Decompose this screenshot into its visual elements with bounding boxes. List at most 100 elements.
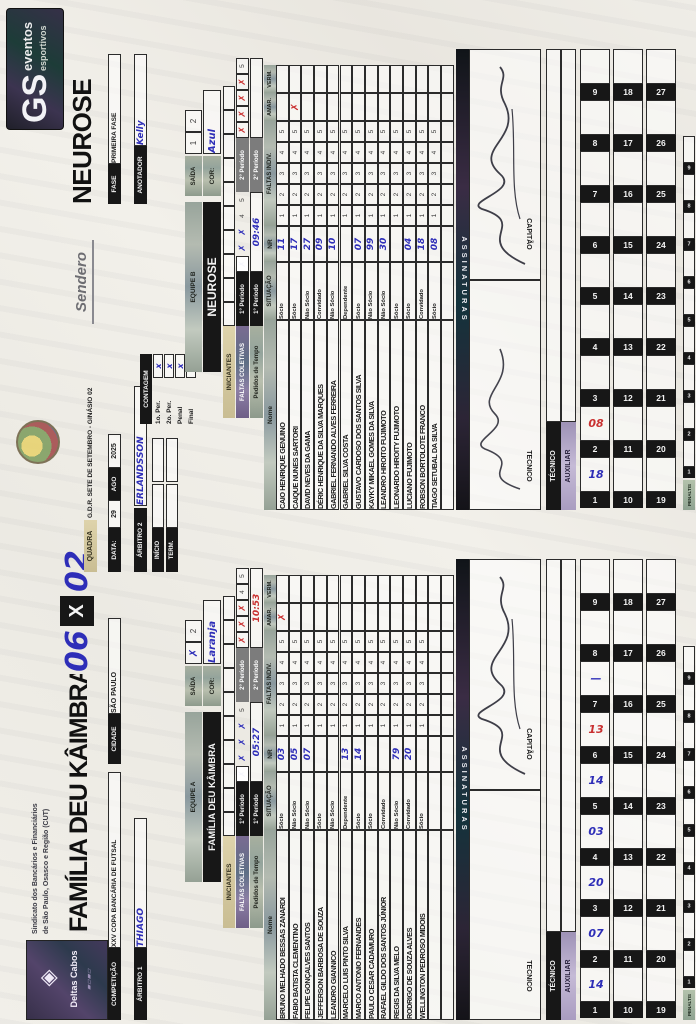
- goal-write-cell: [613, 304, 643, 339]
- iniciantes-cell-team-b: [223, 182, 235, 206]
- penaltis-label-team-b: PENALTIS: [683, 480, 695, 510]
- assinaturas-bar-team-b: ASSINATURAS: [456, 49, 469, 510]
- player-falta-cell: 1: [326, 715, 340, 736]
- goal-write-cell: [646, 49, 676, 84]
- player-situacao: Sócio: [403, 262, 416, 320]
- player-falta-cell: 4: [339, 652, 353, 673]
- player-verm-cell: [276, 575, 289, 603]
- iniciantes-cell-team-a: [223, 740, 235, 764]
- goal-write-cell: [580, 253, 610, 288]
- player-falta-cell: 3: [314, 163, 327, 184]
- iniciantes-cell-team-b: [223, 254, 235, 278]
- player-row: LEANDRO GIANNICO Não Sócio 1 2 3 4 5: [326, 575, 340, 1020]
- goal-number: 25: [656, 189, 666, 199]
- capitao-signature: [477, 66, 526, 265]
- player-falta-cell: 2: [339, 184, 353, 205]
- player-falta-cell: 1: [352, 205, 365, 226]
- player-nr: 09: [314, 226, 327, 262]
- player-nome: GUSTAVO CARDOSO DOS SANTOS SILVA: [352, 320, 365, 510]
- player-nr: [339, 226, 353, 262]
- goal-write-cell: 03: [580, 814, 610, 849]
- player-amar-cell: [326, 603, 340, 631]
- player-nr: 03: [276, 736, 289, 772]
- goal-number: 19: [656, 495, 666, 505]
- player-falta-cell: 1: [377, 205, 391, 226]
- player-nr: 13: [339, 736, 353, 772]
- situacao-header-team-a: SITUAÇÃO: [264, 772, 276, 830]
- home-team-title: FAMÍLIA DEU KÂIMBRA: [64, 674, 93, 932]
- player-falta-cell: 4: [390, 652, 403, 673]
- goal-value: 14: [588, 773, 604, 787]
- goal-write-cell: [613, 559, 643, 594]
- goal-value: 08: [588, 416, 604, 430]
- goal-number: 9: [592, 597, 598, 607]
- player-falta-cell: 3: [326, 673, 340, 694]
- player-nome: GABRIEL FERNANDO ALVES FERREIRA: [326, 320, 340, 510]
- player-nome: [441, 830, 454, 1020]
- player-amar-cell: [403, 603, 416, 631]
- score-x-box: X: [60, 596, 94, 626]
- goal-write-cell: [613, 712, 643, 747]
- goal-num-cell: 15: [613, 747, 643, 763]
- penalti-number: 2: [687, 941, 691, 948]
- goal-value: 03: [588, 824, 604, 838]
- player-nome: LUCIANO FUJIMOTO: [403, 320, 416, 510]
- player-falta-cell: 5: [377, 121, 391, 142]
- auxiliar-value-team-a: [561, 559, 576, 932]
- player-row: CAIQUE NUNES SARTORI Sócio 17 1 2 3 4 5 ✗: [288, 65, 302, 510]
- player-nome: FELIPE GONÇALVES SANTOS: [301, 830, 315, 1020]
- pt-p2-value-team-b: [250, 58, 263, 138]
- player-row: GABRIEL FERNANDO ALVES FERREIRA Não Sócio…: [326, 65, 340, 510]
- iniciantes-cell-team-b: [223, 206, 235, 230]
- goal-write-cell: —: [580, 661, 610, 696]
- iniciantes-cell-team-a: [223, 764, 235, 788]
- inicio-label: INÍCIO: [152, 528, 164, 572]
- player-falta-cell: 3: [428, 163, 442, 184]
- player-falta-cell: 2: [339, 694, 353, 715]
- situacao-header-team-b: SITUAÇÃO: [264, 262, 276, 320]
- player-nr: [314, 736, 327, 772]
- player-falta-cell: 2: [314, 184, 327, 205]
- player-falta-cell: 2: [390, 184, 403, 205]
- goal-write-cell: [646, 865, 676, 900]
- penalti-number: 9: [687, 165, 691, 172]
- player-situacao: Convidado: [314, 262, 327, 320]
- player-nr: 18: [415, 226, 429, 262]
- player-falta-cell: 3: [352, 163, 365, 184]
- goal-number: 7: [592, 189, 598, 199]
- goal-num-cell: 22: [646, 849, 676, 865]
- player-falta-cell: 5: [403, 631, 416, 652]
- data-ano: 2025: [108, 434, 121, 468]
- goal-number: 9: [592, 87, 598, 97]
- player-falta-cell: 2: [364, 694, 378, 715]
- goal-write-cell: [580, 355, 610, 390]
- player-falta-cell: [441, 184, 454, 205]
- player-falta-cell: 3: [364, 673, 378, 694]
- goal-write-cell: [613, 763, 643, 798]
- player-row: RODRIGO DE SOUZA ALVES Convidado 20 1 2 3 4 5: [403, 575, 416, 1020]
- pedidos-label-team-a: Pedidos de Tempo: [250, 836, 263, 928]
- sindicato-text-2: de São Paulo, Osasco e Região (CUT): [42, 808, 50, 934]
- goal-write-cell: [646, 100, 676, 135]
- player-falta-cell: 5: [288, 121, 302, 142]
- player-falta-cell: 3: [403, 163, 416, 184]
- goal-num-cell: 14: [613, 798, 643, 814]
- goal-value: 13: [588, 722, 604, 736]
- player-nome: GABRIEL SILVA COSTA: [339, 320, 353, 510]
- goal-number: 23: [656, 291, 666, 301]
- player-nome: WELLINGTON PEDROSO MIDOIS: [415, 830, 429, 1020]
- player-nome: LEONARDO HIROITY FUJIMOTO: [390, 320, 403, 510]
- cidade-label: CIDADE: [108, 714, 121, 764]
- term-label: TERM.: [166, 528, 178, 572]
- goal-num-cell: 25: [646, 186, 676, 202]
- goal-number: 24: [656, 240, 666, 250]
- player-falta-cell: 5: [415, 631, 429, 652]
- player-amar-cell: [415, 603, 429, 631]
- player-falta-cell: [441, 673, 454, 694]
- player-falta-cell: 3: [288, 163, 302, 184]
- player-falta-cell: 4: [390, 142, 403, 163]
- player-falta-cell: [428, 652, 442, 673]
- player-nome: PAULO CESAR CADAMURO: [364, 830, 378, 1020]
- goal-write-cell: 07: [580, 916, 610, 951]
- player-falta-cell: [441, 652, 454, 673]
